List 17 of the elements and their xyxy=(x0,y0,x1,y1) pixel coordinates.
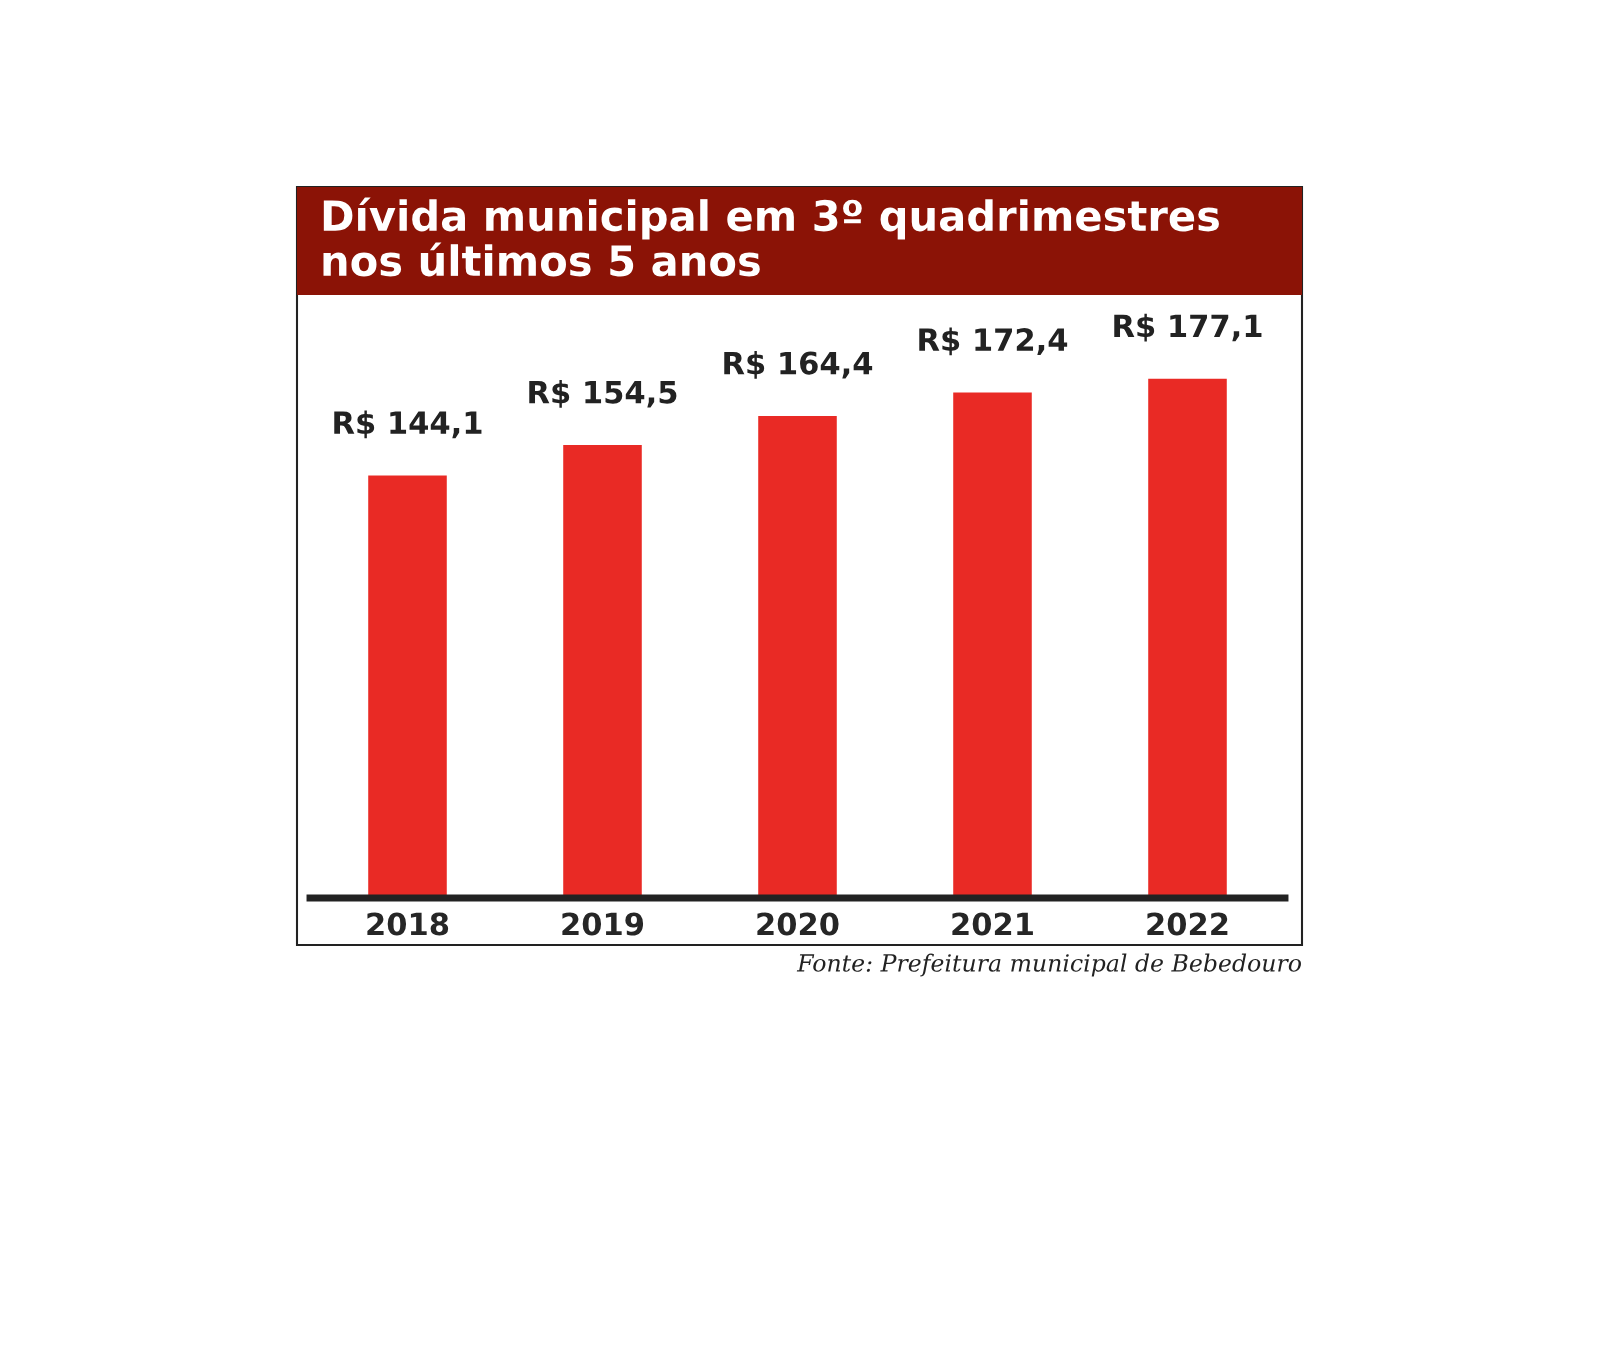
data-label: R$ 164,4 xyxy=(724,351,873,379)
bar xyxy=(756,414,839,898)
bar xyxy=(1146,377,1229,898)
x-tick-label: 2021 xyxy=(952,912,1033,936)
data-label: R$ 144,1 xyxy=(334,410,482,439)
bar xyxy=(366,474,449,898)
data-label: R$ 172,4 xyxy=(919,327,1068,356)
x-tick-label: 2019 xyxy=(562,912,644,936)
x-tick-label: 2020 xyxy=(757,912,839,936)
bar xyxy=(561,443,644,898)
bar xyxy=(951,391,1034,898)
data-label: R$ 154,5 xyxy=(529,380,677,408)
x-tick-label: 2022 xyxy=(1147,912,1228,936)
source-note: Fonte: Prefeitura municipal de Bebedouro xyxy=(796,953,1301,977)
data-label: R$ 177,1 xyxy=(1114,313,1262,342)
chart-title: Dívida municipal em 3º quadrimestres nos últimos 5 anos xyxy=(323,197,1219,277)
x-tick-label: 2018 xyxy=(367,912,449,936)
